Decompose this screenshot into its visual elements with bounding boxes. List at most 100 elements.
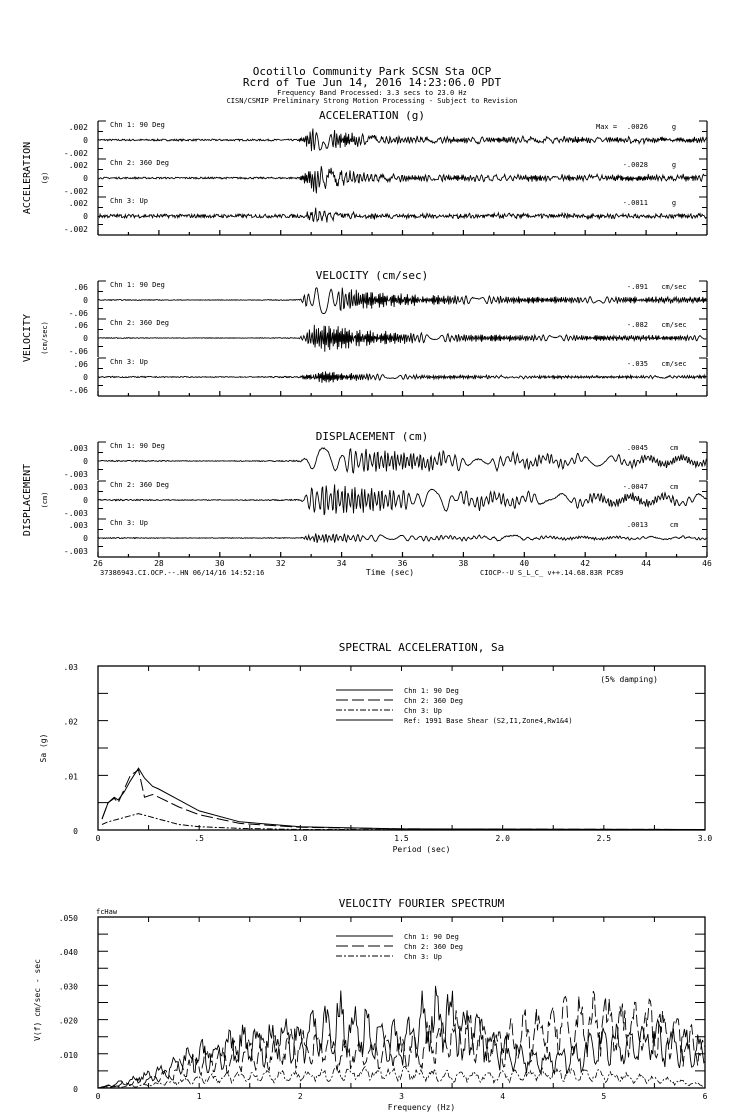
fourier-series-3 (97, 1065, 706, 1089)
y-axis-label: V(f) cm/sec - sec (33, 959, 42, 1041)
channel-max-unit: cm (670, 521, 678, 529)
legend-entry: Chn 2: 360 Deg (404, 943, 463, 951)
spectrum-series-2 (101, 769, 706, 830)
channel-max-value: .0045 (627, 444, 648, 452)
axis-ticks (97, 665, 706, 831)
x-tick-label: .5 (194, 834, 204, 843)
channel-frame (97, 159, 708, 197)
x-tick-label: 34 (337, 559, 347, 568)
x-tick-label: 0 (96, 1092, 101, 1101)
fourier-series-2 (97, 990, 706, 1089)
y-tick-label: 0 (83, 373, 88, 382)
corner-label: fcHaw (96, 908, 118, 916)
waveform-channel-3 (97, 533, 707, 544)
waveform-channel-1 (97, 287, 707, 314)
x-tick-label: 32 (276, 559, 286, 568)
chart-title: SPECTRAL ACCELERATION, Sa (339, 641, 505, 654)
channel-frame (97, 197, 708, 235)
y-tick-label: .003 (69, 444, 88, 453)
fourier-series-1 (97, 985, 706, 1089)
channel-name: Chn 1: 90 Deg (110, 121, 165, 129)
x-axis-label: Frequency (Hz) (388, 1103, 455, 1112)
plot-layer: ACCELERATION (g) ACCELERATION (g) .002 0 -.00… (22, 109, 712, 1112)
y-tick-label: .030 (59, 982, 78, 991)
channel-max-value: .0026 (627, 123, 648, 131)
header-band: Frequency Band Processed: 3.3 secs to 23… (277, 89, 467, 97)
x-tick-label: 44 (641, 559, 651, 568)
y-ticks (98, 441, 707, 470)
x-tick-label: 40 (519, 559, 529, 568)
y-tick-label: .06 (74, 360, 89, 369)
channel-max-value: -.091 (627, 283, 648, 291)
y-ticks (98, 280, 707, 309)
y-ticks (98, 158, 707, 187)
y-ticks (98, 318, 707, 347)
footer-processing-id: CIOCP--U S_L_C_ v++.14.68.83R PC89 (480, 569, 623, 577)
y-axis-label: DISPLACEMENT (22, 464, 33, 536)
panel-title: VELOCITY (cm/sec) (316, 269, 429, 282)
y-tick-label: .020 (59, 1017, 78, 1026)
y-axis-unit: (cm/sec) (41, 321, 49, 355)
y-tick-label: 0 (83, 534, 88, 543)
time-axis (97, 230, 708, 236)
y-ticks (98, 357, 707, 386)
x-tick-label: 2 (298, 1092, 303, 1101)
legend-entry: Chn 3: Up (404, 707, 442, 715)
plot-frame (97, 916, 706, 1089)
y-tick-label: -.003 (64, 547, 88, 556)
legend-entry: Chn 1: 90 Deg (404, 933, 459, 941)
y-axis-unit: (cm) (41, 492, 49, 509)
x-axis-label: Period (sec) (393, 845, 451, 854)
y-tick-label: .003 (69, 483, 88, 492)
channel-max-value: -.0028 (623, 161, 648, 169)
waveform-channel-1 (97, 128, 707, 152)
channel-max-value: -.035 (627, 360, 648, 368)
x-tick-label: 5 (601, 1092, 606, 1101)
x-tick-label: 3 (399, 1092, 404, 1101)
x-tick-label: 1 (197, 1092, 202, 1101)
y-axis-unit: (g) (41, 172, 49, 185)
y-tick-label: .06 (74, 321, 89, 330)
channel-max-value: -.082 (627, 321, 648, 329)
y-ticks (98, 518, 707, 547)
x-tick-label: 38 (459, 559, 469, 568)
legend-entry: Ref: 1991 Base Shear (S2,I1,Zone4,Rw1&4) (404, 717, 573, 725)
y-tick-label: .06 (74, 283, 89, 292)
waveform-channel-2 (98, 166, 707, 194)
channel-max-unit: g (672, 161, 676, 169)
y-tick-label: .002 (69, 199, 88, 208)
y-tick-label: 0 (73, 1085, 78, 1094)
y-tick-label: 0 (83, 212, 88, 221)
y-tick-label: -.002 (64, 149, 88, 158)
waveform-channel-1 (97, 447, 707, 474)
y-tick-label: 0 (73, 827, 78, 836)
y-tick-label: -.06 (69, 309, 88, 318)
x-tick-label: 6 (703, 1092, 708, 1101)
y-tick-label: 0 (83, 334, 88, 343)
spectrum-series-1 (101, 767, 706, 830)
y-tick-label: 0 (83, 174, 88, 183)
x-tick-label: 30 (215, 559, 225, 568)
y-tick-label: .002 (69, 123, 88, 132)
y-tick-label: 0 (83, 457, 88, 466)
y-tick-label: 0 (83, 496, 88, 505)
x-tick-label: 46 (702, 559, 712, 568)
y-tick-label: .040 (59, 948, 78, 957)
channel-name: Chn 3: Up (110, 197, 148, 205)
channel-name: Chn 2: 360 Deg (110, 481, 169, 489)
channel-max-unit: cm/sec (661, 283, 686, 291)
y-tick-label: .002 (69, 161, 88, 170)
time-axis (97, 552, 708, 558)
channel-max-unit: g (672, 123, 676, 131)
legend-entry: Chn 2: 360 Deg (404, 697, 463, 705)
x-tick-label: 2.0 (495, 834, 510, 843)
x-tick-label: 42 (580, 559, 590, 568)
channel-max-value: -.0047 (623, 483, 648, 491)
header-station: Ocotillo Community Park SCSN Sta OCP (253, 65, 492, 78)
y-tick-label: 0 (83, 296, 88, 305)
channel-max-value: -.0011 (623, 199, 648, 207)
y-tick-label: .01 (64, 772, 79, 781)
waveform-channel-2 (97, 484, 707, 516)
y-tick-label: -.002 (64, 225, 88, 234)
